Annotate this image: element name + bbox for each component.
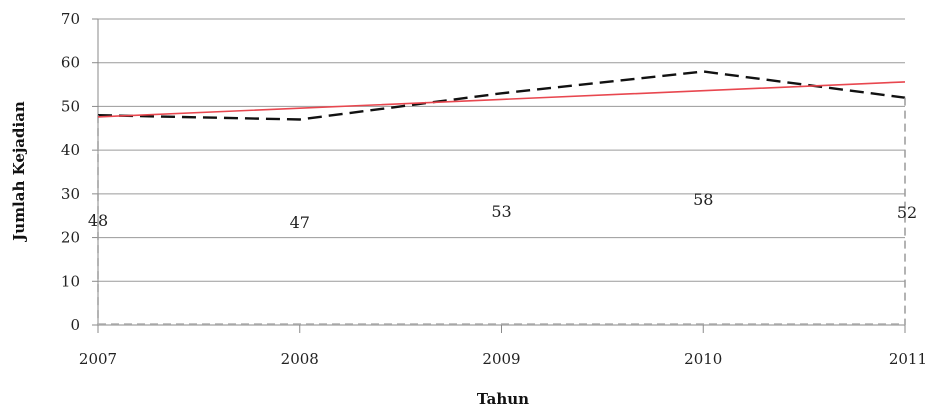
x-tick-label-2007: 2007 [79, 350, 117, 368]
data-label-2011: 52 [897, 203, 917, 222]
x-tick-label-2009: 2009 [482, 350, 520, 368]
x-tick-label-2011: 2011 [889, 350, 927, 368]
gridlines [98, 18, 905, 282]
data-label-2010: 58 [693, 190, 713, 209]
data-labels: 48 47 53 58 52 [88, 190, 917, 232]
series-line-observed [97, 70, 906, 121]
y-tick-label-10: 10 [61, 272, 80, 290]
data-label-2007: 48 [88, 211, 108, 230]
y-tick-label-60: 60 [61, 54, 80, 72]
x-tick-labels: 2007 2008 2009 2010 2011 [79, 350, 927, 368]
x-axis-title: Tahun [477, 390, 529, 408]
y-tick-labels: 0 10 20 30 40 50 60 70 [61, 10, 80, 334]
y-tick-label-0: 0 [70, 316, 80, 334]
y-tick-label-70: 70 [61, 10, 80, 28]
y-tick-label-20: 20 [61, 229, 80, 247]
series-lines [97, 70, 906, 325]
y-tick-label-30: 30 [61, 185, 80, 203]
y-axis-title: Jumlah Kejadian [10, 101, 28, 243]
y-tick-label-40: 40 [61, 141, 80, 159]
data-label-2009: 53 [491, 202, 511, 221]
y-tick-label-50: 50 [61, 97, 80, 115]
x-tick-label-2010: 2010 [684, 350, 722, 368]
axes [92, 18, 906, 333]
x-tick-label-2008: 2008 [281, 350, 319, 368]
data-label-2008: 47 [290, 213, 310, 232]
series-line-trend [97, 81, 906, 118]
